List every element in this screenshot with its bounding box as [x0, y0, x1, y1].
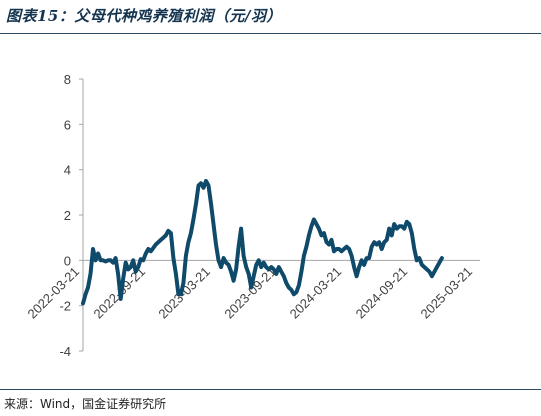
title-divider [0, 33, 541, 34]
series-line [81, 179, 444, 306]
footer-divider [0, 389, 541, 390]
y-tick-label: -2 [59, 299, 71, 314]
chart-title: 图表15：父母代种鸡养殖利润（元/羽） [6, 7, 282, 25]
title-bar: 图表15：父母代种鸡养殖利润（元/羽） [0, 0, 541, 32]
series-layer [81, 179, 444, 306]
y-tick-label: 6 [64, 117, 71, 132]
x-tick-label: 2024-09-21 [353, 264, 411, 322]
y-tick-label: 2 [64, 208, 71, 223]
y-tick-label: -4 [59, 344, 71, 359]
y-tick-label: 8 [64, 72, 71, 87]
source-note: 来源：Wind，国金证券研究所 [4, 397, 167, 411]
y-axis: -4 -2 0 2 4 6 8 [59, 72, 480, 359]
x-tick-label: 2025-03-21 [417, 264, 475, 322]
x-tick-label: 2022-03-21 [24, 264, 82, 322]
y-tick-label: 0 [64, 253, 71, 268]
y-tick-label: 4 [64, 163, 71, 178]
